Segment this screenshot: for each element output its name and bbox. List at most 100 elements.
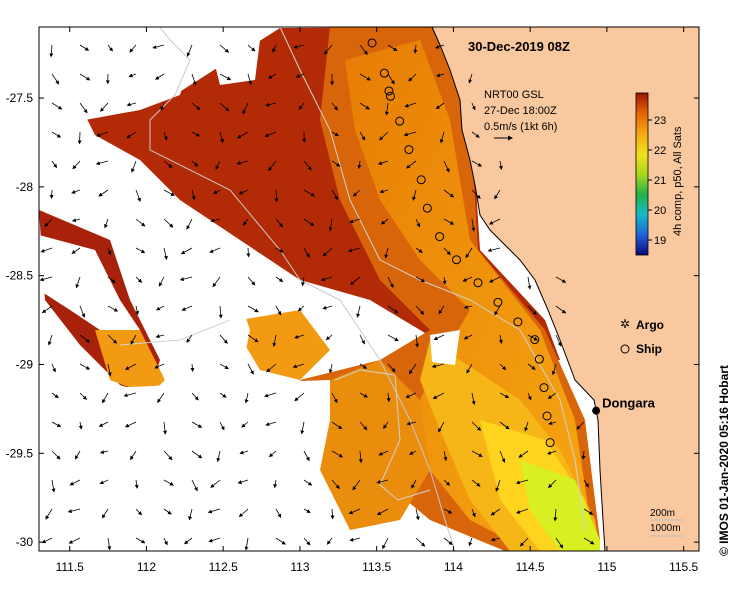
current-arrow <box>219 421 225 431</box>
current-arrow <box>406 160 417 169</box>
current-arrow <box>247 73 253 86</box>
current-arrow <box>516 508 529 514</box>
current-arrow <box>468 537 473 547</box>
current-arrow <box>301 276 305 287</box>
current-arrow <box>442 276 447 285</box>
current-arrow <box>275 247 284 253</box>
current-arrow <box>438 421 445 433</box>
current-arrow <box>581 450 586 460</box>
ship-track <box>367 38 555 448</box>
current-arrow <box>212 276 221 288</box>
current-arrow <box>157 392 165 404</box>
current-arrow <box>387 334 399 342</box>
current-arrow <box>210 218 221 223</box>
current-arrow <box>386 392 391 403</box>
x-axis: 111.5 112 112.5 113 113.5 114 114.5 115 115.5 <box>56 27 699 574</box>
x-tick-label: 115 <box>597 560 616 574</box>
current-arrow <box>553 508 558 522</box>
current-arrow <box>387 276 394 289</box>
isobath-200-label: 200m <box>650 508 675 519</box>
current-arrow <box>163 131 168 141</box>
current-arrow <box>107 334 118 344</box>
current-arrow <box>515 479 529 485</box>
current-arrow <box>134 479 139 489</box>
current-arrow <box>163 218 174 228</box>
current-arrow <box>433 334 445 341</box>
current-arrow <box>236 160 249 165</box>
current-arrow <box>95 160 109 166</box>
current-arrow <box>376 479 389 484</box>
current-arrow <box>331 102 339 111</box>
current-arrow <box>51 363 56 373</box>
current-arrow <box>79 305 86 318</box>
current-arrow <box>272 334 277 347</box>
current-arrow <box>219 392 227 398</box>
current-arrow <box>465 247 473 259</box>
current-arrow <box>79 334 90 343</box>
current-arrow <box>356 305 361 318</box>
current-arrow <box>190 363 195 373</box>
current-arrow <box>184 537 193 545</box>
current-arrow <box>297 305 305 312</box>
current-arrow <box>443 508 453 514</box>
map-title: 30-Dec-2019 08Z <box>468 39 570 54</box>
current-arrow <box>548 479 557 489</box>
current-legend-line1: NRT00 GSL <box>484 89 544 101</box>
colorbar-tick-label: 20 <box>654 205 666 217</box>
colorbar-label: 4h comp, p50, All Sats <box>672 126 684 236</box>
current-arrow <box>303 479 313 486</box>
current-arrow <box>242 218 249 226</box>
current-arrow <box>218 305 223 319</box>
current-arrow <box>179 276 193 282</box>
current-arrow <box>41 537 53 544</box>
current-arrow <box>51 392 59 399</box>
current-arrow <box>387 73 395 85</box>
y-tick-label: -27.5 <box>6 91 34 105</box>
current-arrow <box>163 247 168 260</box>
current-arrow <box>274 189 279 203</box>
current-arrow <box>357 160 362 170</box>
current-arrow <box>331 160 341 167</box>
current-arrow <box>359 44 368 56</box>
current-arrow <box>247 334 259 343</box>
current-arrow <box>495 479 501 492</box>
current-arrow <box>244 537 249 551</box>
current-arrow <box>268 160 277 172</box>
current-arrow <box>51 160 58 169</box>
current-arrow <box>45 508 53 520</box>
current-arrow <box>209 247 221 253</box>
current-arrow <box>126 131 137 139</box>
current-arrow <box>152 44 165 49</box>
current-arrow <box>382 537 389 550</box>
current-arrow <box>99 450 109 454</box>
current-arrow <box>266 363 277 373</box>
current-arrow <box>102 392 109 404</box>
current-arrow <box>524 421 529 432</box>
current-arrow <box>415 247 423 253</box>
current-arrow <box>583 537 595 545</box>
current-arrow <box>413 44 418 54</box>
current-arrow <box>216 450 221 463</box>
current-arrow <box>238 508 249 518</box>
current-arrow <box>96 131 109 137</box>
dongara-label: Dongara <box>602 396 656 411</box>
current-arrow <box>44 218 53 227</box>
current-arrow <box>359 363 368 369</box>
current-arrow <box>303 508 311 513</box>
current-arrow <box>488 276 501 283</box>
current-arrow <box>471 218 476 232</box>
y-axis: -27.5 -28 -28.5 -29 -29.5 -30 <box>6 91 699 549</box>
current-arrow <box>51 102 63 110</box>
current-arrow <box>75 276 81 289</box>
current-arrow <box>331 131 339 137</box>
current-arrow <box>40 247 53 253</box>
current-arrow <box>69 479 81 486</box>
current-arrow <box>107 537 112 551</box>
ship-position <box>422 203 432 213</box>
current-arrow <box>408 73 417 82</box>
current-arrow <box>213 189 221 194</box>
current-arrow <box>123 392 137 398</box>
current-arrow <box>180 247 193 255</box>
current-arrow <box>471 479 481 487</box>
current-arrow <box>349 218 361 224</box>
